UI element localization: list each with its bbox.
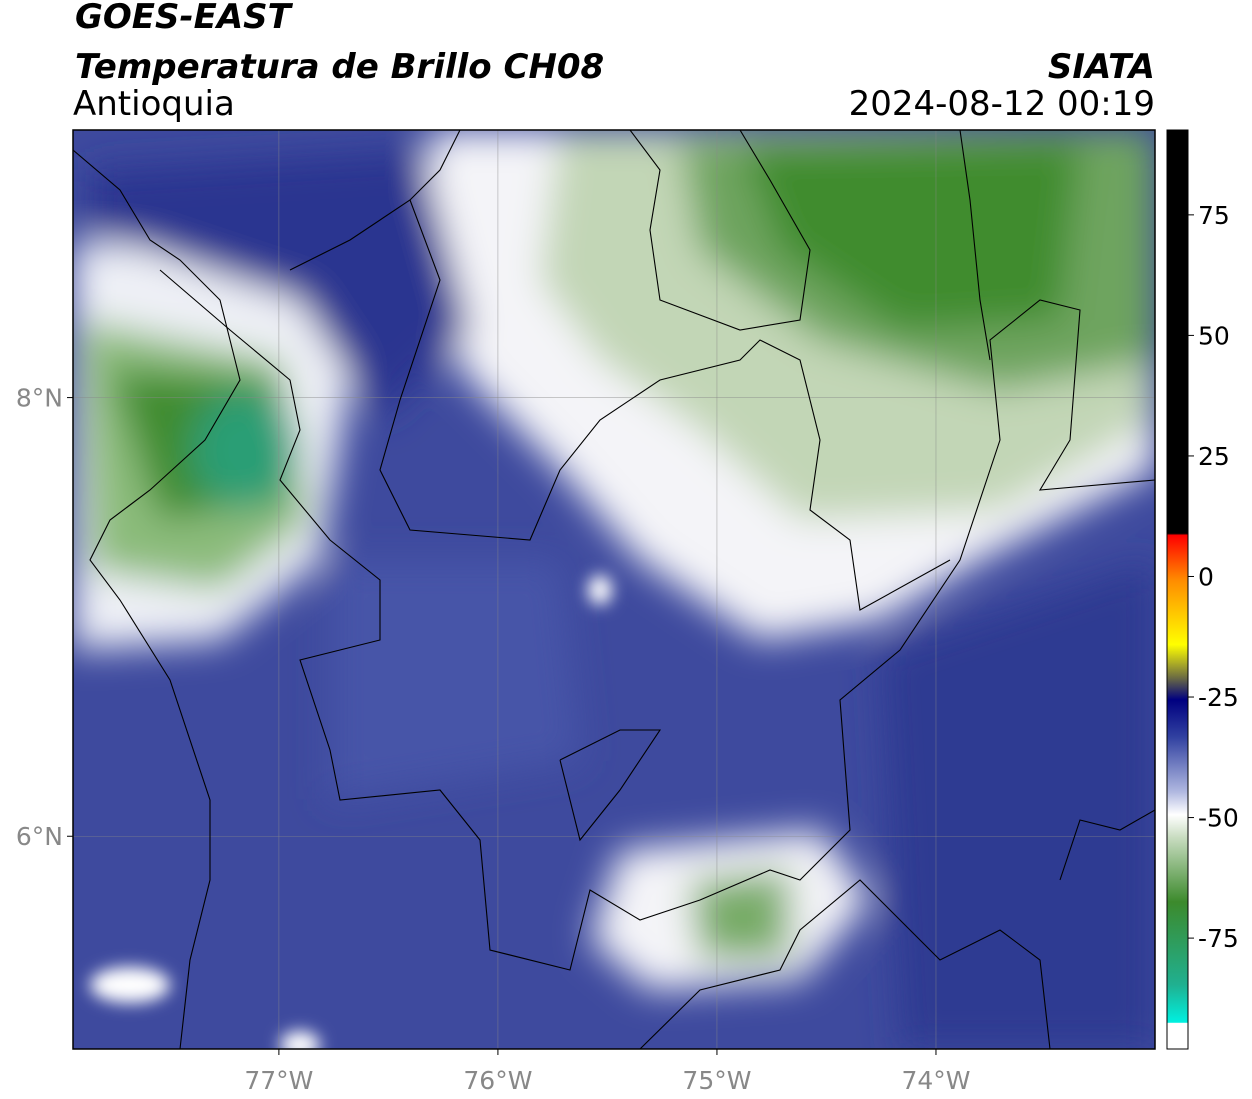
colorbar-tick-label: -75 <box>1198 924 1239 953</box>
colorbar-tick-label: 75 <box>1198 201 1230 230</box>
x-tick-label: 77°W <box>244 1066 313 1095</box>
map-frame <box>72 129 1156 1050</box>
y-tick-label: 6°N <box>16 822 63 851</box>
colorbar <box>1166 129 1189 1050</box>
x-tick-label: 74°W <box>901 1066 970 1095</box>
satellite-image <box>73 130 1155 1049</box>
colorbar-tick-label: 50 <box>1198 321 1230 350</box>
graticule: 77°W 76°W 75°W 74°W 6°N 8°N <box>16 130 1155 1095</box>
x-tick-label: 76°W <box>463 1066 532 1095</box>
colorbar-ticks: 75 50 25 0 -25 -50 -75 <box>1188 201 1239 953</box>
region: Antioquia <box>73 84 235 124</box>
x-tick-label: 75°W <box>682 1066 751 1095</box>
datetime: 2024-08-12 00:19 <box>849 84 1155 124</box>
source: SIATA <box>1048 47 1155 87</box>
colorbar-tick-label: 25 <box>1198 442 1230 471</box>
title: GOES-EAST <box>75 0 294 37</box>
colorbar-tick-label: -25 <box>1198 683 1239 712</box>
colorbar-tick-label: 0 <box>1198 562 1214 591</box>
y-tick-label: 8°N <box>16 384 63 413</box>
colorbar-tick-label: -50 <box>1198 804 1239 833</box>
borders <box>73 130 1155 1049</box>
subtitle: Temperatura de Brillo CH08 <box>75 47 604 87</box>
